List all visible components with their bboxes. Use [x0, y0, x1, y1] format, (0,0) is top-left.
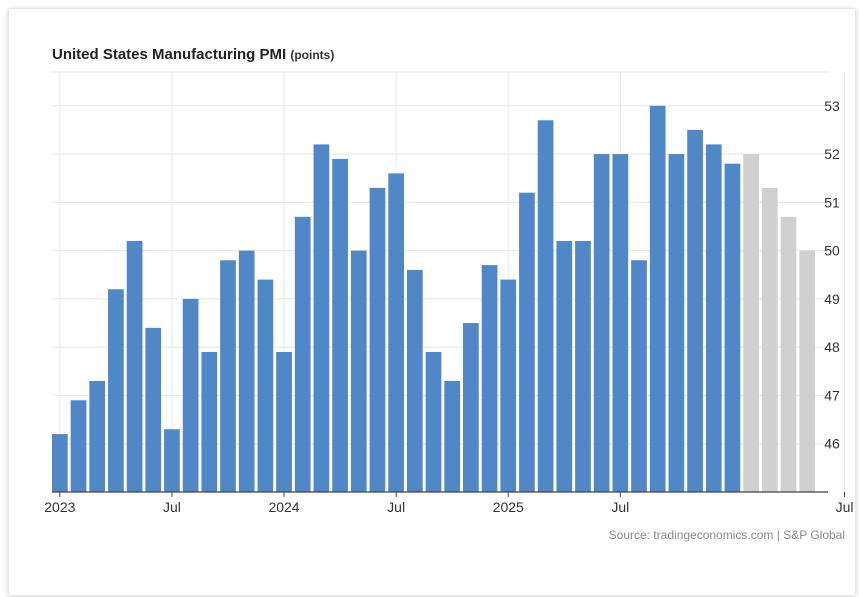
x-tick-label: Jul — [611, 499, 629, 515]
bar-actual — [406, 269, 423, 492]
y-tick-label: 48 — [824, 339, 840, 355]
bar-forecast — [799, 250, 816, 492]
source-attribution[interactable]: Source: tradingeconomics.com | S&P Globa… — [608, 528, 845, 542]
bar-actual — [463, 323, 479, 492]
y-tick-label: 50 — [824, 243, 840, 259]
bar-actual — [425, 352, 442, 492]
bar-actual — [220, 260, 236, 492]
x-tick-label: Jul — [163, 499, 181, 515]
y-tick-label: 53 — [824, 98, 840, 114]
bar-actual — [145, 327, 162, 492]
bar-actual — [556, 240, 573, 492]
y-tick-label: 46 — [824, 436, 840, 452]
x-tick-label: 2023 — [44, 499, 75, 515]
bar-actual — [108, 289, 124, 492]
bar-actual — [257, 279, 274, 492]
chart-title-text: United States Manufacturing PMI — [52, 46, 287, 63]
chart-title: United States Manufacturing PMI (points) — [52, 46, 334, 63]
bar-actual — [519, 192, 535, 493]
bar-actual — [631, 260, 647, 492]
bar-actual — [276, 352, 292, 492]
y-tick-label: 52 — [824, 146, 840, 162]
bar-actual — [238, 250, 255, 492]
bar-actual — [668, 154, 685, 492]
bar-actual — [444, 380, 461, 492]
x-tick-label: Jul — [836, 499, 854, 515]
bar-actual — [537, 120, 554, 492]
bar-actual — [481, 265, 498, 492]
bar-forecast — [743, 154, 759, 492]
bar-actual — [724, 163, 741, 493]
y-tick-label: 47 — [824, 387, 840, 403]
x-tick-label: 2025 — [493, 499, 524, 515]
bar-actual — [70, 400, 87, 492]
bar-actual — [294, 216, 311, 493]
bar-actual — [369, 187, 386, 493]
bar-actual — [500, 279, 517, 492]
chart-unit: (points) — [290, 48, 335, 62]
bar-actual — [687, 129, 703, 492]
x-tick-label: Jul — [387, 499, 405, 515]
bar-actual — [575, 240, 591, 492]
bar-actual — [388, 173, 404, 492]
bar-actual — [593, 154, 610, 492]
bar-actual — [332, 158, 348, 492]
y-tick-label: 49 — [824, 291, 840, 307]
bar-actual — [52, 434, 68, 492]
y-tick-label: 51 — [824, 194, 840, 210]
bar-actual — [350, 250, 367, 492]
bar-actual — [649, 105, 666, 493]
bar-actual — [201, 352, 218, 492]
x-tick-label: 2024 — [268, 499, 299, 515]
bar-actual — [126, 240, 143, 492]
bar-actual — [705, 144, 722, 492]
bar-actual — [612, 154, 629, 492]
bar-forecast — [761, 187, 778, 493]
bar-actual — [89, 380, 106, 492]
bar-forecast — [780, 216, 797, 493]
bar-actual — [164, 429, 180, 492]
bar-actual — [313, 144, 330, 492]
bar-actual — [182, 298, 199, 492]
